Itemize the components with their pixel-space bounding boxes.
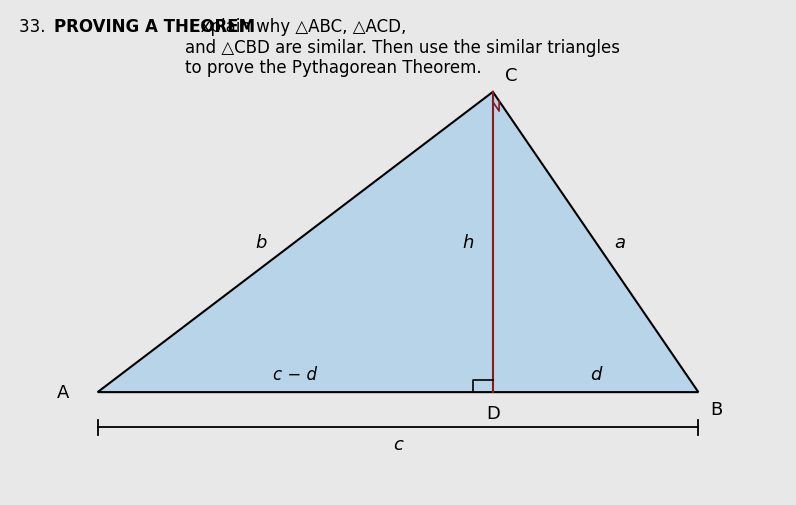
Text: C: C (505, 67, 517, 85)
Text: a: a (615, 233, 626, 251)
Text: b: b (256, 233, 267, 251)
Text: B: B (710, 400, 723, 418)
Text: h: h (462, 233, 474, 251)
Text: 33.: 33. (18, 18, 56, 36)
Text: d: d (590, 366, 601, 383)
Polygon shape (98, 93, 698, 392)
Text: D: D (486, 405, 500, 422)
Text: Explain why △ABC, △ACD,
and △CBD are similar. Then use the similar triangles
to : Explain why △ABC, △ACD, and △CBD are sim… (185, 18, 619, 77)
Text: c − d: c − d (273, 366, 318, 383)
Text: c: c (393, 435, 403, 453)
Text: A: A (57, 383, 69, 401)
Text: PROVING A THEOREM: PROVING A THEOREM (54, 18, 256, 36)
